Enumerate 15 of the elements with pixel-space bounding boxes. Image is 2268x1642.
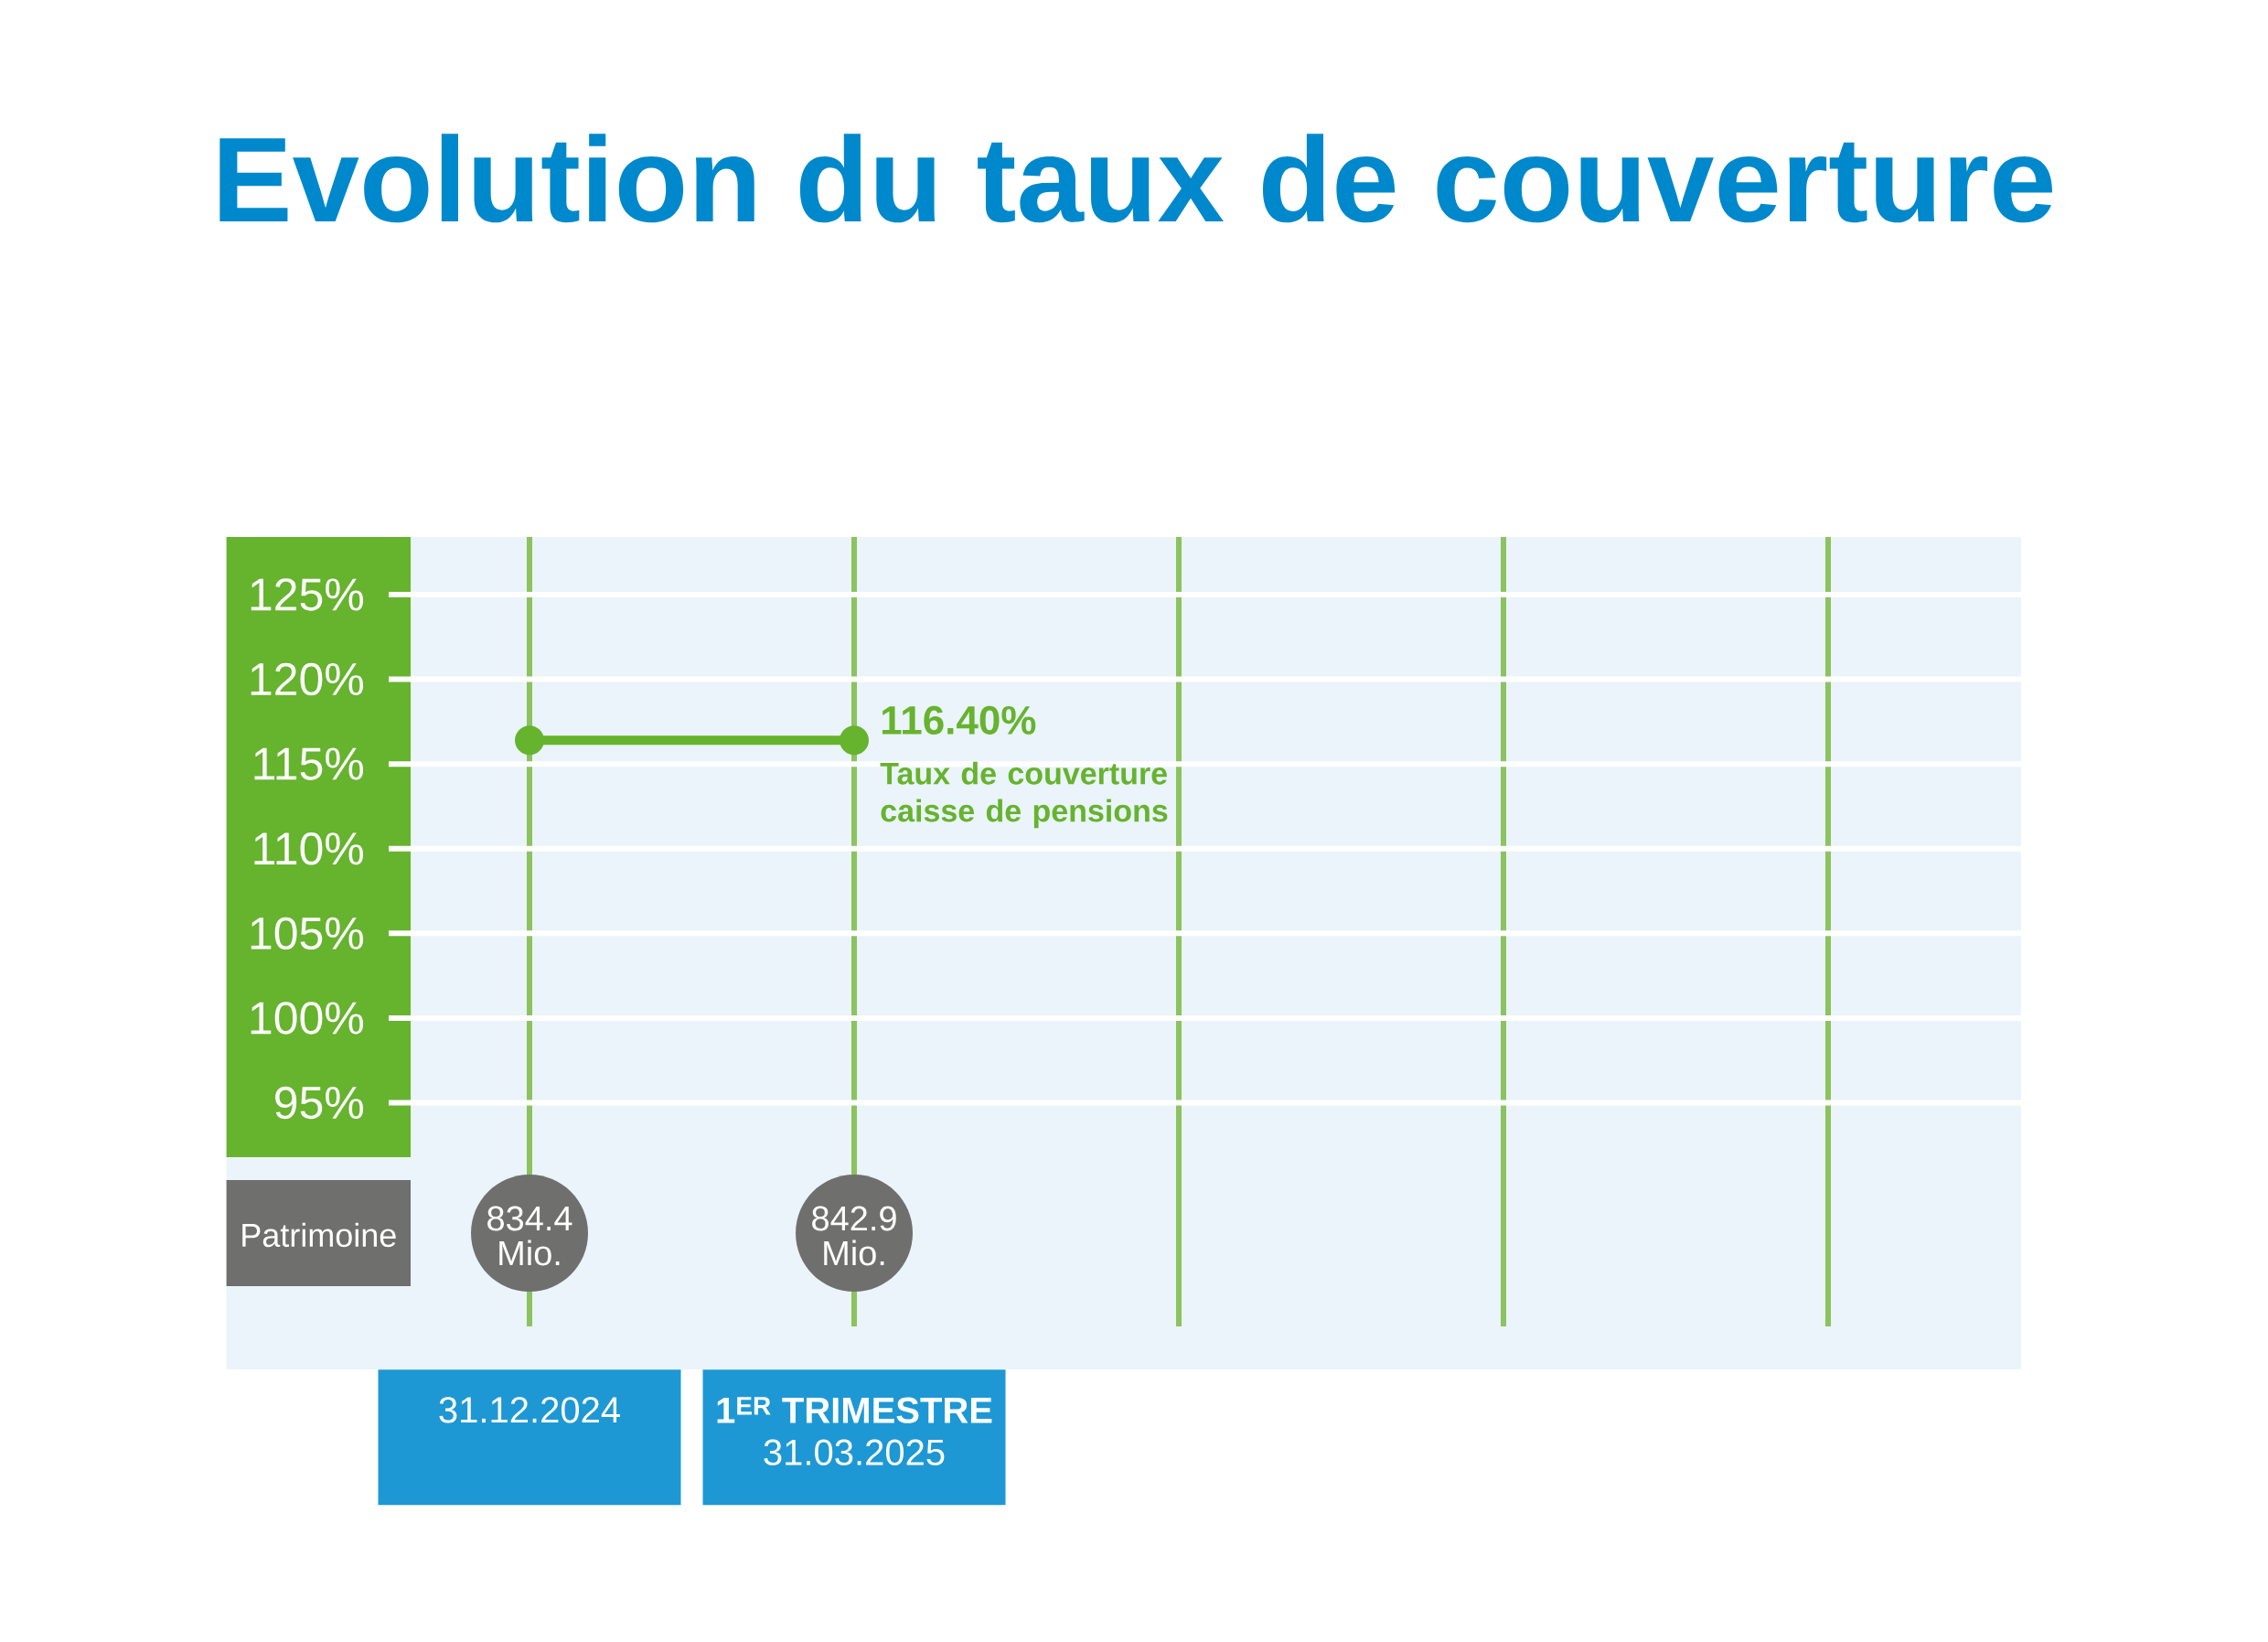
annotation: 834.4 Mio.: [487, 1206, 572, 1266]
y-tick-label: 100%: [251, 1002, 363, 1035]
category-label: 1$^{ER}$ TRIMESTRE 31.03.2025: [717, 1397, 992, 1465]
y-tick-label: 105%: [251, 917, 363, 950]
y-tick-label: 120%: [251, 662, 363, 696]
text: Patrimoine: [242, 1222, 396, 1248]
y-tick-label: 125%: [251, 578, 363, 611]
annotation: 842.9 Mio.: [812, 1206, 896, 1266]
y-tick-label: 110%: [254, 832, 364, 865]
x-tick-label: 31.12.2024: [439, 1397, 620, 1423]
chart-title: Evolution du taux de couverture: [219, 134, 2052, 223]
y-tick-label: 95%: [275, 1086, 364, 1120]
data-label: 116.40%: [882, 705, 1036, 735]
y-tick-label: 115%: [254, 747, 364, 780]
legend-label: Taux de couverture caisse de pensions: [880, 761, 1168, 829]
